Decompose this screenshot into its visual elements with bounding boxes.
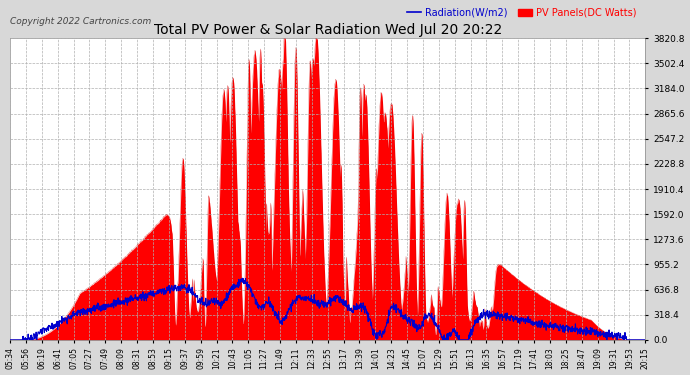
Text: Copyright 2022 Cartronics.com: Copyright 2022 Cartronics.com <box>10 17 151 26</box>
Title: Total PV Power & Solar Radiation Wed Jul 20 20:22: Total PV Power & Solar Radiation Wed Jul… <box>154 23 502 37</box>
Legend: Radiation(W/m2), PV Panels(DC Watts): Radiation(W/m2), PV Panels(DC Watts) <box>403 4 640 22</box>
